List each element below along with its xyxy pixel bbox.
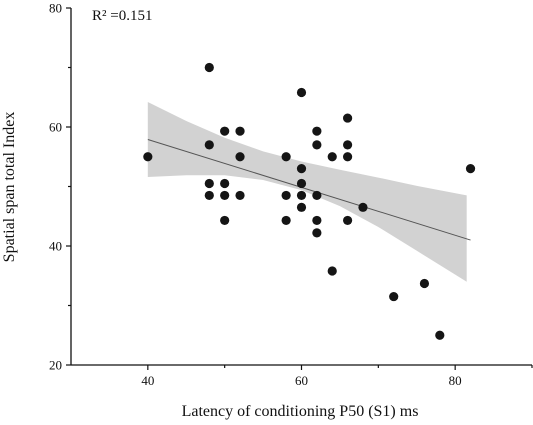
data-point bbox=[220, 178, 230, 189]
data-point bbox=[312, 126, 322, 136]
data-point bbox=[204, 140, 214, 150]
ticks: 40 60 80 20 40 60 80 bbox=[49, 1, 533, 388]
y-tick-label: 20 bbox=[49, 358, 62, 373]
data-point bbox=[281, 190, 291, 201]
x-axis-label: Latency of conditioning P50 (S1) ms bbox=[182, 403, 419, 420]
y-axis-label: Spatial span total Index bbox=[1, 112, 18, 263]
data-point bbox=[465, 164, 476, 174]
y-tick-label: 80 bbox=[49, 1, 62, 16]
data-point bbox=[220, 215, 230, 226]
data-point bbox=[296, 164, 307, 174]
data-point bbox=[204, 62, 214, 73]
regression-line bbox=[147, 139, 471, 241]
data-point bbox=[235, 190, 245, 201]
r-squared-annotation: R² =0.151 bbox=[92, 8, 152, 24]
data-point bbox=[358, 202, 368, 212]
data-point bbox=[204, 190, 214, 201]
data-point bbox=[235, 152, 245, 162]
confidence-band-layer bbox=[147, 102, 467, 282]
y-tick-label: 60 bbox=[49, 120, 62, 135]
data-points-layer bbox=[143, 62, 476, 340]
data-point bbox=[343, 152, 353, 162]
data-point bbox=[296, 190, 307, 201]
x-tick-label: 40 bbox=[141, 373, 154, 388]
y-tick-label: 40 bbox=[49, 239, 62, 254]
confidence-band bbox=[147, 102, 467, 282]
data-point bbox=[143, 152, 153, 162]
data-point bbox=[312, 140, 322, 150]
data-point bbox=[296, 178, 307, 189]
data-point bbox=[296, 202, 307, 212]
data-point bbox=[204, 178, 214, 189]
data-point bbox=[435, 330, 445, 340]
x-tick-label: 60 bbox=[295, 373, 308, 388]
data-point bbox=[296, 87, 307, 98]
data-point bbox=[281, 215, 291, 226]
data-point bbox=[419, 278, 430, 289]
data-point bbox=[281, 152, 291, 162]
data-point bbox=[220, 190, 230, 201]
data-point bbox=[312, 190, 322, 201]
data-point bbox=[343, 113, 353, 123]
data-point bbox=[312, 215, 322, 226]
data-point bbox=[235, 126, 245, 136]
x-tick-label: 80 bbox=[449, 373, 462, 388]
data-point bbox=[327, 266, 337, 276]
data-point bbox=[312, 228, 322, 238]
data-point bbox=[327, 152, 337, 162]
data-point bbox=[343, 140, 353, 150]
data-point bbox=[343, 215, 353, 226]
regression-line-layer bbox=[147, 139, 471, 241]
data-point bbox=[220, 126, 230, 136]
data-point bbox=[389, 291, 399, 302]
